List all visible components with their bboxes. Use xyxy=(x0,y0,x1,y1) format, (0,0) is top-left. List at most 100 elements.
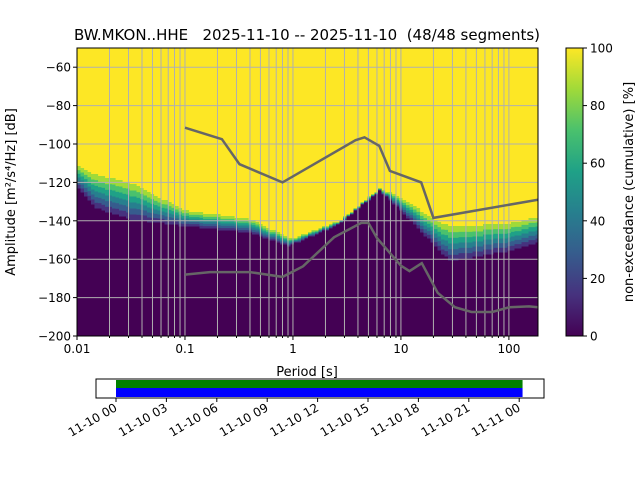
colorbar-tick-label: 100 xyxy=(590,42,613,56)
heatmap-cell xyxy=(108,189,113,196)
heatmap-cell xyxy=(357,206,361,207)
heatmap-cell xyxy=(203,218,207,222)
heatmap-cell xyxy=(518,226,522,232)
heatmap-cell xyxy=(416,208,421,212)
heatmap-cell xyxy=(448,248,452,255)
y-tick-label: −100 xyxy=(38,138,71,152)
heatmap-cell xyxy=(308,234,312,236)
heatmap-cell xyxy=(161,203,165,208)
heatmap-column xyxy=(486,254,491,336)
heatmap-cell xyxy=(196,216,200,220)
heatmap-cell xyxy=(332,225,337,227)
heatmap-column xyxy=(115,214,120,336)
heatmap-cell xyxy=(504,233,508,239)
heatmap-cell xyxy=(143,205,148,211)
heatmap-cell xyxy=(416,211,421,216)
heatmap-cell xyxy=(105,189,109,196)
heatmap-cell xyxy=(77,173,81,178)
heatmap-cell xyxy=(462,252,466,259)
heatmap-cell xyxy=(521,224,526,230)
heatmap-column xyxy=(87,200,92,336)
heatmap-cell xyxy=(367,199,372,201)
y-tick-label: −160 xyxy=(38,253,71,267)
heatmap-cell xyxy=(329,224,333,226)
chart-title: BW.MKON..HHE 2025-11-10 -- 2025-11-10 (4… xyxy=(74,26,540,44)
heatmap-cell xyxy=(336,222,340,223)
heatmap-cell xyxy=(98,197,102,204)
heatmap-cell xyxy=(182,210,186,214)
heatmap-cell xyxy=(87,195,92,201)
heatmap-cell xyxy=(318,231,323,233)
heatmap-cell xyxy=(119,180,123,187)
heatmap-cell xyxy=(423,214,428,219)
heatmap-cell xyxy=(486,229,491,235)
heatmap-cell xyxy=(154,204,158,210)
heatmap-cell xyxy=(290,239,295,241)
heatmap-column xyxy=(122,216,127,336)
heatmap-cell xyxy=(217,222,221,226)
heatmap-cell xyxy=(157,218,162,223)
heatmap-cell xyxy=(245,218,249,221)
heatmap-cell xyxy=(133,202,137,209)
heatmap-cell xyxy=(245,229,249,233)
heatmap-cell xyxy=(297,236,302,238)
heatmap-cell xyxy=(416,218,421,222)
heatmap-cell xyxy=(126,182,130,189)
heatmap-cell xyxy=(91,199,95,205)
heatmap-cell xyxy=(224,218,228,222)
heatmap-cell xyxy=(210,221,214,224)
heatmap-cell xyxy=(308,232,312,234)
heatmap-cell xyxy=(241,218,246,221)
heatmap-cell xyxy=(427,230,431,235)
heatmap-cell xyxy=(465,252,470,259)
heatmap-cell xyxy=(262,234,267,237)
colorbar-tick-label: 20 xyxy=(590,272,605,286)
heatmap-cell xyxy=(371,194,375,195)
heatmap-column xyxy=(164,224,169,336)
heatmap-cell xyxy=(119,192,123,199)
heatmap-column xyxy=(378,190,382,336)
heatmap-cell xyxy=(280,239,284,242)
heatmap-cell xyxy=(514,239,519,245)
heatmap-cell xyxy=(252,224,256,228)
x-tick-label: 100 xyxy=(497,342,520,356)
heatmap-cell xyxy=(332,222,337,224)
heatmap-column xyxy=(420,232,424,336)
heatmap-cell xyxy=(87,181,92,187)
heatmap-cell xyxy=(269,238,274,241)
time-tick-label: 11-10 15 xyxy=(318,400,372,439)
heatmap-cell xyxy=(472,251,477,257)
heatmap-cell xyxy=(518,230,522,236)
heatmap-column xyxy=(80,192,85,336)
heatmap-cell xyxy=(462,242,466,248)
heatmap-cell xyxy=(479,226,484,232)
heatmap-cell xyxy=(231,220,235,224)
heatmap-cell xyxy=(472,226,477,232)
heatmap-cell xyxy=(532,235,536,241)
heatmap-cell xyxy=(434,233,438,238)
heatmap-cell xyxy=(385,192,389,194)
heatmap-cell xyxy=(231,223,235,226)
heatmap-cell xyxy=(213,221,218,224)
heatmap-cell xyxy=(493,233,498,239)
colorbar-tick-label: 60 xyxy=(590,157,605,171)
heatmap-cell xyxy=(87,186,92,192)
heatmap-column xyxy=(266,238,270,336)
heatmap-cell xyxy=(262,228,267,231)
heatmap-cell xyxy=(486,249,491,255)
heatmap-cell xyxy=(518,235,522,240)
heatmap-cell xyxy=(220,223,225,226)
heatmap-cell xyxy=(514,235,519,240)
heatmap-cell xyxy=(98,192,102,198)
heatmap-cell xyxy=(217,227,221,231)
heatmap-column xyxy=(423,236,428,336)
heatmap-cell xyxy=(157,206,162,211)
heatmap-cell xyxy=(189,221,193,225)
heatmap-column xyxy=(84,196,88,336)
heatmap-cell xyxy=(77,166,81,171)
heatmap-cell xyxy=(154,209,158,214)
heatmap-cell xyxy=(444,250,449,257)
heatmap-column xyxy=(182,226,186,336)
heatmap-cell xyxy=(511,226,515,232)
